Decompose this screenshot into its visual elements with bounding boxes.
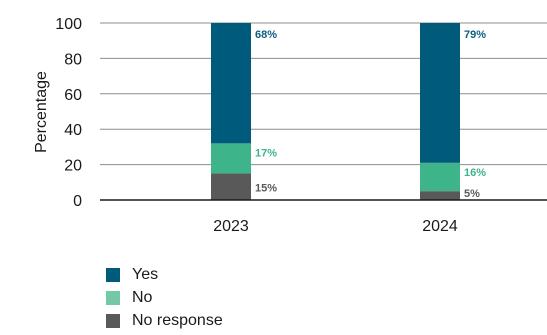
y-tick-label-40: 40 — [64, 122, 82, 139]
legend-swatch-no-response — [106, 313, 120, 328]
data-label-2023-yes: 68% — [255, 29, 277, 41]
legend-swatch-yes — [106, 267, 120, 282]
bar-2024-no-response — [420, 191, 460, 200]
y-axis-ticks: 0 20 40 60 80 100 — [55, 16, 82, 210]
bar-2024-no — [420, 162, 460, 192]
bar-2023-no-response — [211, 173, 251, 200]
y-tick-label-60: 60 — [64, 87, 82, 104]
y-tick-label-100: 100 — [55, 16, 82, 33]
y-tick-label-0: 0 — [73, 193, 82, 210]
legend-item-yes: Yes — [106, 263, 223, 286]
bar-2024-yes — [420, 23, 460, 163]
legend: Yes No No response — [106, 263, 223, 332]
bars — [211, 23, 460, 200]
stacked-bar-chart: 0 20 40 60 80 100 Percentage 15% 17% 68% 5% 16% 79… — [33, 16, 547, 235]
legend-swatch-no — [106, 290, 120, 305]
legend-item-no-response: No response — [106, 309, 223, 332]
gridlines — [100, 22, 547, 166]
legend-label-no: No — [132, 288, 153, 306]
data-label-2024-no-response: 5% — [464, 188, 480, 200]
y-tick-label-80: 80 — [64, 51, 82, 68]
data-label-2023-no-response: 15% — [255, 182, 277, 194]
data-labels: 15% 17% 68% 5% 16% 79% — [255, 29, 486, 200]
data-label-2024-no: 16% — [464, 167, 486, 179]
y-axis-label: Percentage — [33, 71, 50, 153]
y-tick-label-20: 20 — [64, 158, 82, 175]
legend-label-no-response: No response — [132, 311, 223, 329]
bar-2023-yes — [211, 23, 251, 144]
x-tick-label-2023: 2023 — [213, 218, 249, 235]
legend-label-yes: Yes — [132, 265, 159, 283]
bar-2023-no — [211, 143, 251, 174]
legend-item-no: No — [106, 286, 223, 309]
x-tick-label-2024: 2024 — [422, 218, 458, 235]
data-label-2023-no: 17% — [255, 147, 277, 159]
data-label-2024-yes: 79% — [464, 29, 486, 41]
x-axis-ticks: 2023 2024 — [213, 218, 458, 235]
